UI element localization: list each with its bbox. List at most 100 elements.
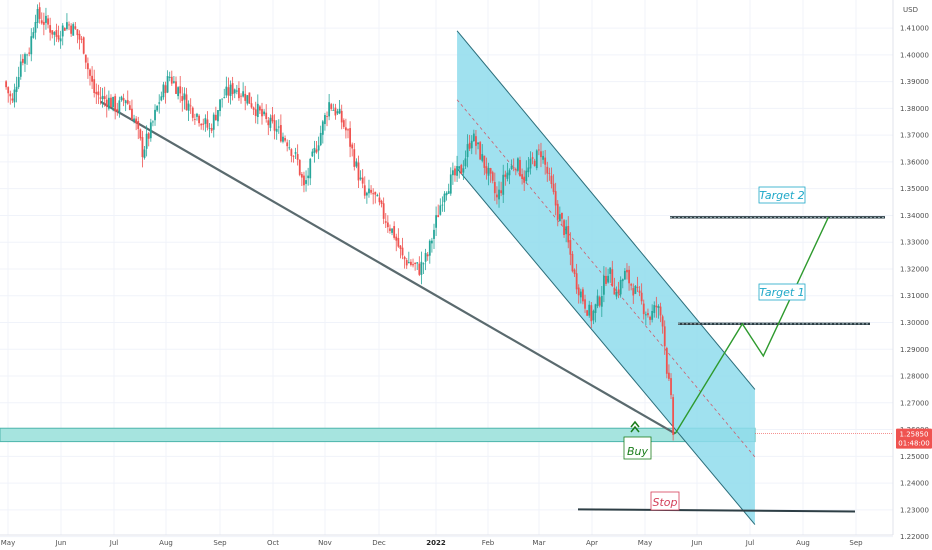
candle-body — [636, 286, 639, 288]
candle-body — [640, 292, 643, 302]
candle-body — [238, 87, 240, 99]
time-axis[interactable]: May Jun Jul Aug Sep Oct Nov Dec 2022 Feb Mar Apr May… — [0, 534, 893, 547]
candle-body — [107, 97, 110, 109]
y-tick-label: 1.27000 — [900, 399, 929, 407]
candle-body — [47, 18, 49, 25]
candle-body — [57, 35, 60, 40]
candle-body — [353, 149, 356, 167]
candle-body — [605, 275, 607, 284]
candle-body — [61, 25, 64, 37]
candle-body — [374, 191, 377, 195]
candle-body — [370, 189, 372, 193]
candle-body — [363, 185, 366, 196]
grid-lines — [0, 0, 893, 538]
candle-body — [464, 158, 467, 167]
support-zone-rect — [0, 427, 756, 443]
candle-body — [573, 269, 576, 274]
x-tick-label: Jul — [745, 539, 755, 547]
y-tick-label: 1.38000 — [900, 105, 929, 113]
candle-body — [317, 145, 320, 151]
y-tick-label: 1.32000 — [900, 265, 929, 273]
candle-body — [619, 280, 622, 295]
candle-body — [386, 222, 389, 228]
candle-body — [661, 316, 664, 327]
candle-body — [191, 107, 194, 118]
x-tick-label: Apr — [586, 539, 598, 547]
candle-body — [672, 397, 675, 435]
candle-body — [149, 122, 152, 139]
candle-body — [533, 160, 536, 167]
candle-body — [244, 93, 247, 101]
candle-body — [426, 254, 429, 257]
candle-body — [365, 192, 368, 196]
candle-body — [221, 98, 224, 100]
candle-body — [460, 164, 463, 175]
candle-body — [410, 261, 412, 265]
candle-body — [284, 138, 286, 141]
x-tick-label: Sep — [213, 539, 227, 547]
candle-body — [288, 147, 291, 149]
candle-body — [540, 151, 542, 158]
candle-body — [252, 107, 255, 110]
candle-body — [189, 105, 192, 107]
candle-body — [110, 97, 112, 108]
candle-body — [653, 305, 656, 313]
candle-body — [552, 183, 555, 192]
candle-body — [659, 306, 662, 316]
candle-body — [265, 112, 268, 119]
price-axis[interactable]: 1.41000 1.40000 1.39000 1.38000 1.37000 1.360… — [892, 0, 929, 541]
candle-body — [13, 89, 16, 103]
candle-body — [181, 96, 184, 102]
candle-body — [563, 220, 565, 236]
candle-body — [579, 291, 582, 298]
x-tick-label: Oct — [267, 539, 279, 547]
x-tick-label: Sep — [849, 539, 863, 547]
candle-body — [496, 194, 498, 198]
x-tick-label: Aug — [159, 539, 173, 547]
candle-body — [334, 107, 337, 116]
candle-body — [412, 264, 414, 266]
candle-body — [246, 95, 249, 104]
candle-body — [397, 238, 400, 247]
candle-body — [101, 95, 104, 100]
candle-body — [307, 175, 310, 179]
candle-body — [443, 193, 446, 203]
candle-body — [378, 197, 381, 203]
candle-body — [206, 119, 209, 128]
candle-body — [523, 176, 526, 183]
candle-body — [53, 32, 56, 35]
candle-body — [269, 117, 272, 128]
candle-body — [462, 168, 465, 173]
candle-body — [166, 76, 169, 93]
candle-body — [621, 279, 624, 282]
candle-body — [93, 79, 96, 94]
candle-body — [198, 115, 200, 124]
candle-body — [91, 75, 93, 82]
candle-body — [510, 165, 513, 170]
candle-body — [376, 194, 379, 197]
buy-box — [623, 436, 652, 460]
candle-body — [118, 100, 121, 114]
candle-body — [649, 316, 651, 320]
candle-body — [575, 273, 578, 290]
candle-body — [114, 96, 117, 112]
candle-body — [128, 105, 131, 110]
candle-body — [491, 172, 494, 181]
stop-line — [577, 508, 856, 513]
candle-body — [72, 24, 75, 36]
candle-body — [210, 127, 213, 131]
candle-body — [145, 133, 148, 149]
candle-body — [34, 21, 37, 33]
candle-body — [124, 100, 127, 104]
candle-body — [175, 81, 177, 94]
candle-body — [489, 168, 492, 174]
candle-body — [431, 240, 433, 244]
candle-body — [657, 306, 660, 308]
candle-body — [208, 127, 211, 129]
candle-body — [399, 245, 402, 249]
candle-body — [133, 118, 135, 121]
candle-body — [567, 226, 570, 243]
candle-body — [250, 103, 253, 108]
